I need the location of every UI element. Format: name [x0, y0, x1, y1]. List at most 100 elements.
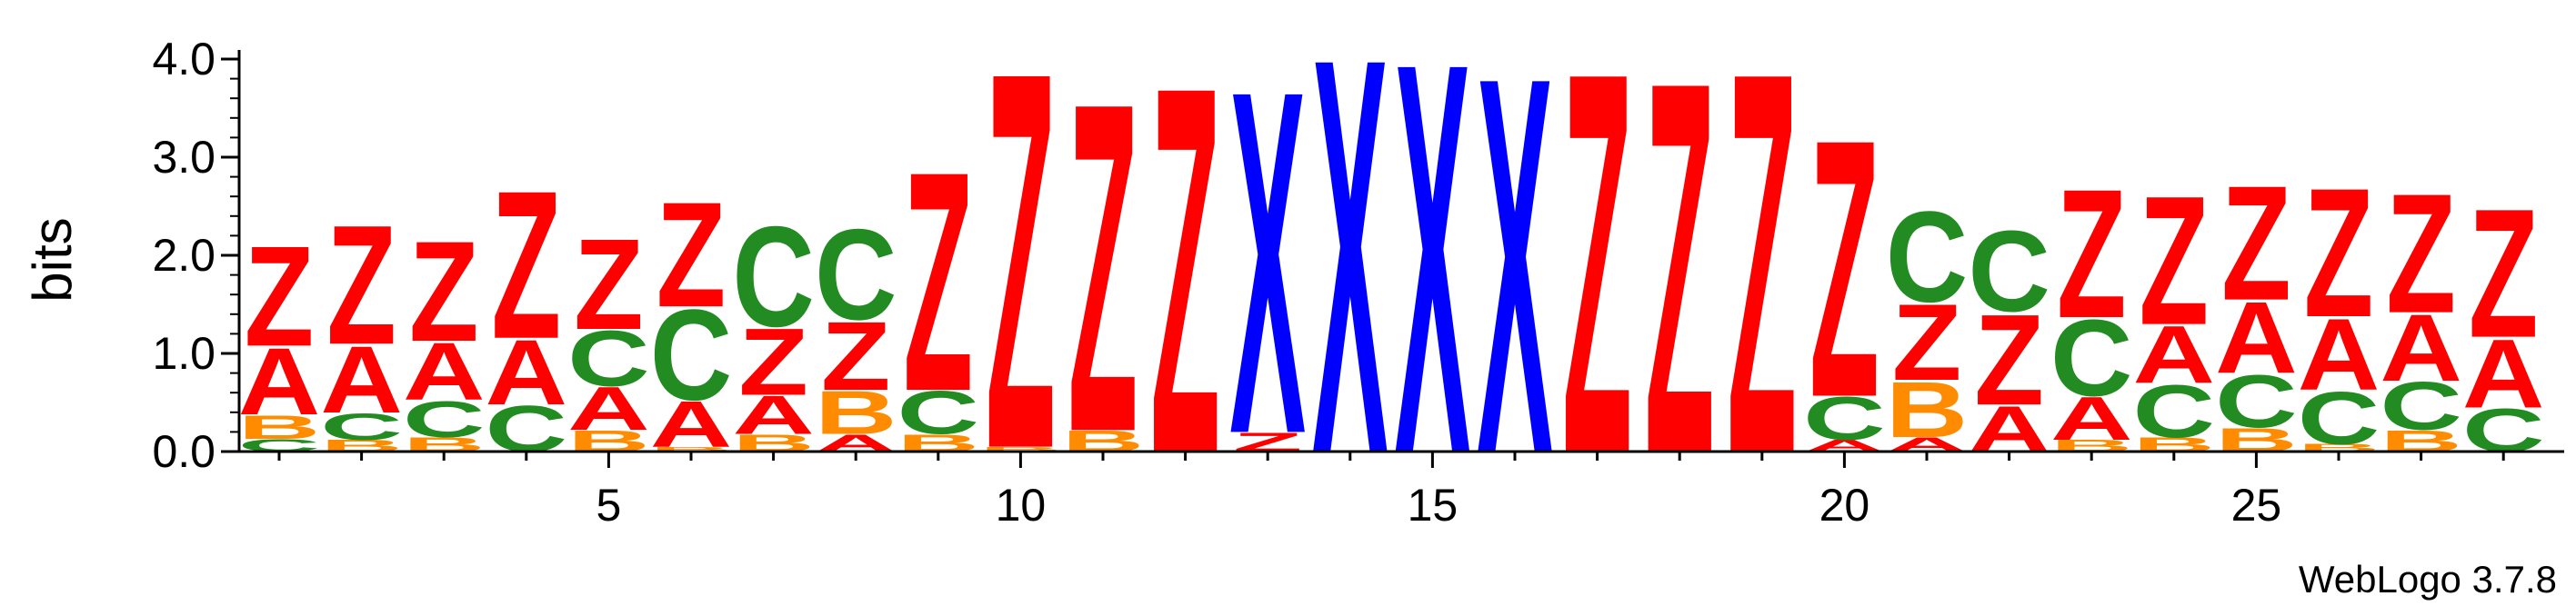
- letter-Z-pos-5: Z: [574, 214, 644, 357]
- letter-Z-pos-18: Z: [1645, 0, 1715, 564]
- letter-A-pos-5: A: [567, 375, 650, 443]
- letter-C-pos-27: C: [2380, 368, 2462, 444]
- letter-Z-pos-12: Z: [1150, 0, 1220, 563]
- letter-C-pos-23: C: [2050, 298, 2133, 420]
- letter-Z-pos-20: Z: [1809, 63, 1879, 474]
- letter-Z-pos-1: Z: [245, 217, 315, 377]
- x-tick-label: 5: [596, 480, 621, 531]
- letter-C-pos-24: C: [2133, 370, 2216, 453]
- letter-Z-pos-8: Z: [821, 301, 891, 411]
- letter-A-pos-25: A: [2215, 282, 2298, 396]
- letter-Z-pos-6: Z: [657, 172, 727, 340]
- y-axis-label: bits: [22, 217, 83, 302]
- letter-A-pos-26: A: [2298, 298, 2381, 412]
- logo-column-19: Z: [1728, 0, 1798, 567]
- letter-C-pos-22: C: [1968, 207, 2050, 336]
- y-tick-label: 1.0: [152, 328, 216, 379]
- letter-Z-pos-2: Z: [326, 190, 396, 380]
- logo-column-28: CAZ: [2462, 171, 2545, 465]
- logo-column-4: CAZ: [486, 146, 568, 465]
- letter-Z-pos-26: Z: [2304, 150, 2374, 355]
- letter-C-pos-3: C: [403, 390, 486, 448]
- letter-C-pos-7: C: [732, 197, 815, 357]
- letter-C-pos-6: C: [650, 283, 733, 427]
- y-tick-label: 3.0: [152, 132, 216, 183]
- letter-Z-pos-4: Z: [492, 146, 562, 382]
- letter-A-pos-28: A: [2462, 319, 2545, 429]
- logo-column-14: X: [1312, 0, 1388, 572]
- letter-A-pos-1: A: [238, 328, 321, 435]
- letter-A-pos-2: A: [320, 325, 403, 432]
- logo-column-15: X: [1395, 0, 1471, 571]
- letter-Z-pos-25: Z: [2221, 152, 2291, 334]
- x-tick-label: 10: [996, 480, 1047, 531]
- letter-Z-pos-7: Z: [738, 308, 808, 415]
- logo-column-16: X: [1477, 0, 1553, 566]
- letter-Z-pos-10: Z: [986, 0, 1056, 561]
- letter-X-pos-16: X: [1477, 0, 1553, 566]
- letter-X-pos-13: X: [1229, 0, 1306, 537]
- letter-C-pos-26: C: [2298, 377, 2381, 461]
- letter-A-pos-27: A: [2380, 294, 2462, 402]
- letter-B-pos-21: B: [1886, 365, 1969, 454]
- letter-C-pos-20: C: [1803, 385, 1886, 453]
- letter-A-pos-4: A: [486, 322, 568, 424]
- y-tick-label: 0.0: [152, 426, 216, 477]
- letter-C-pos-2: C: [320, 405, 403, 448]
- letter-Z-pos-19: Z: [1728, 0, 1798, 567]
- y-tick-label: 4.0: [152, 34, 216, 84]
- logo-column-22: AZC: [1968, 207, 2050, 466]
- letter-X-pos-15: X: [1395, 0, 1471, 571]
- letter-C-pos-8: C: [815, 204, 897, 347]
- letter-Z-pos-11: Z: [1068, 5, 1138, 531]
- logo-column-10: BZ: [979, 0, 1062, 561]
- logo-column-17: Z: [1562, 0, 1632, 567]
- logo-column-20: ACZ: [1803, 63, 1886, 474]
- letter-A-pos-6: A: [650, 387, 733, 461]
- letter-X-pos-14: X: [1312, 0, 1388, 572]
- y-tick-label: 2.0: [152, 230, 216, 281]
- x-tick-label: 25: [2231, 480, 2282, 531]
- logo-column-13: ZX: [1229, 0, 1306, 537]
- letter-B-pos-1: B: [238, 408, 321, 446]
- letter-Z-pos-24: Z: [2140, 158, 2210, 363]
- letter-Z-pos-21: Z: [1892, 283, 1962, 404]
- letter-A-pos-23: A: [2050, 385, 2133, 453]
- letter-Z-pos-28: Z: [2469, 171, 2539, 376]
- letter-B-pos-6: B: [650, 445, 733, 452]
- logo-column-11: BZ: [1062, 5, 1145, 531]
- x-axis: 5 10 15 20 25: [239, 450, 2564, 531]
- letter-Z-pos-9: Z: [904, 107, 974, 457]
- x-tick-label: 15: [1408, 480, 1458, 531]
- logo-column-9: BCZ: [897, 107, 980, 457]
- letter-B-pos-10: B: [979, 445, 1062, 452]
- letter-Z-pos-17: Z: [1562, 0, 1632, 567]
- letter-Z-pos-22: Z: [1974, 289, 2044, 432]
- letter-Z-pos-23: Z: [2057, 151, 2127, 356]
- logo-column-18: Z: [1645, 0, 1715, 564]
- logo-column-12: Z: [1150, 0, 1220, 563]
- weblogo-credit: WebLogo 3.7.8: [2299, 558, 2557, 601]
- letter-A-pos-3: A: [403, 326, 486, 418]
- letter-B-pos-8: B: [815, 379, 897, 447]
- letter-C-pos-5: C: [567, 314, 650, 403]
- letter-A-pos-24: A: [2133, 310, 2216, 402]
- letter-C-pos-25: C: [2215, 360, 2298, 443]
- letter-C-pos-9: C: [897, 379, 980, 447]
- letter-Z-pos-27: Z: [2386, 158, 2456, 348]
